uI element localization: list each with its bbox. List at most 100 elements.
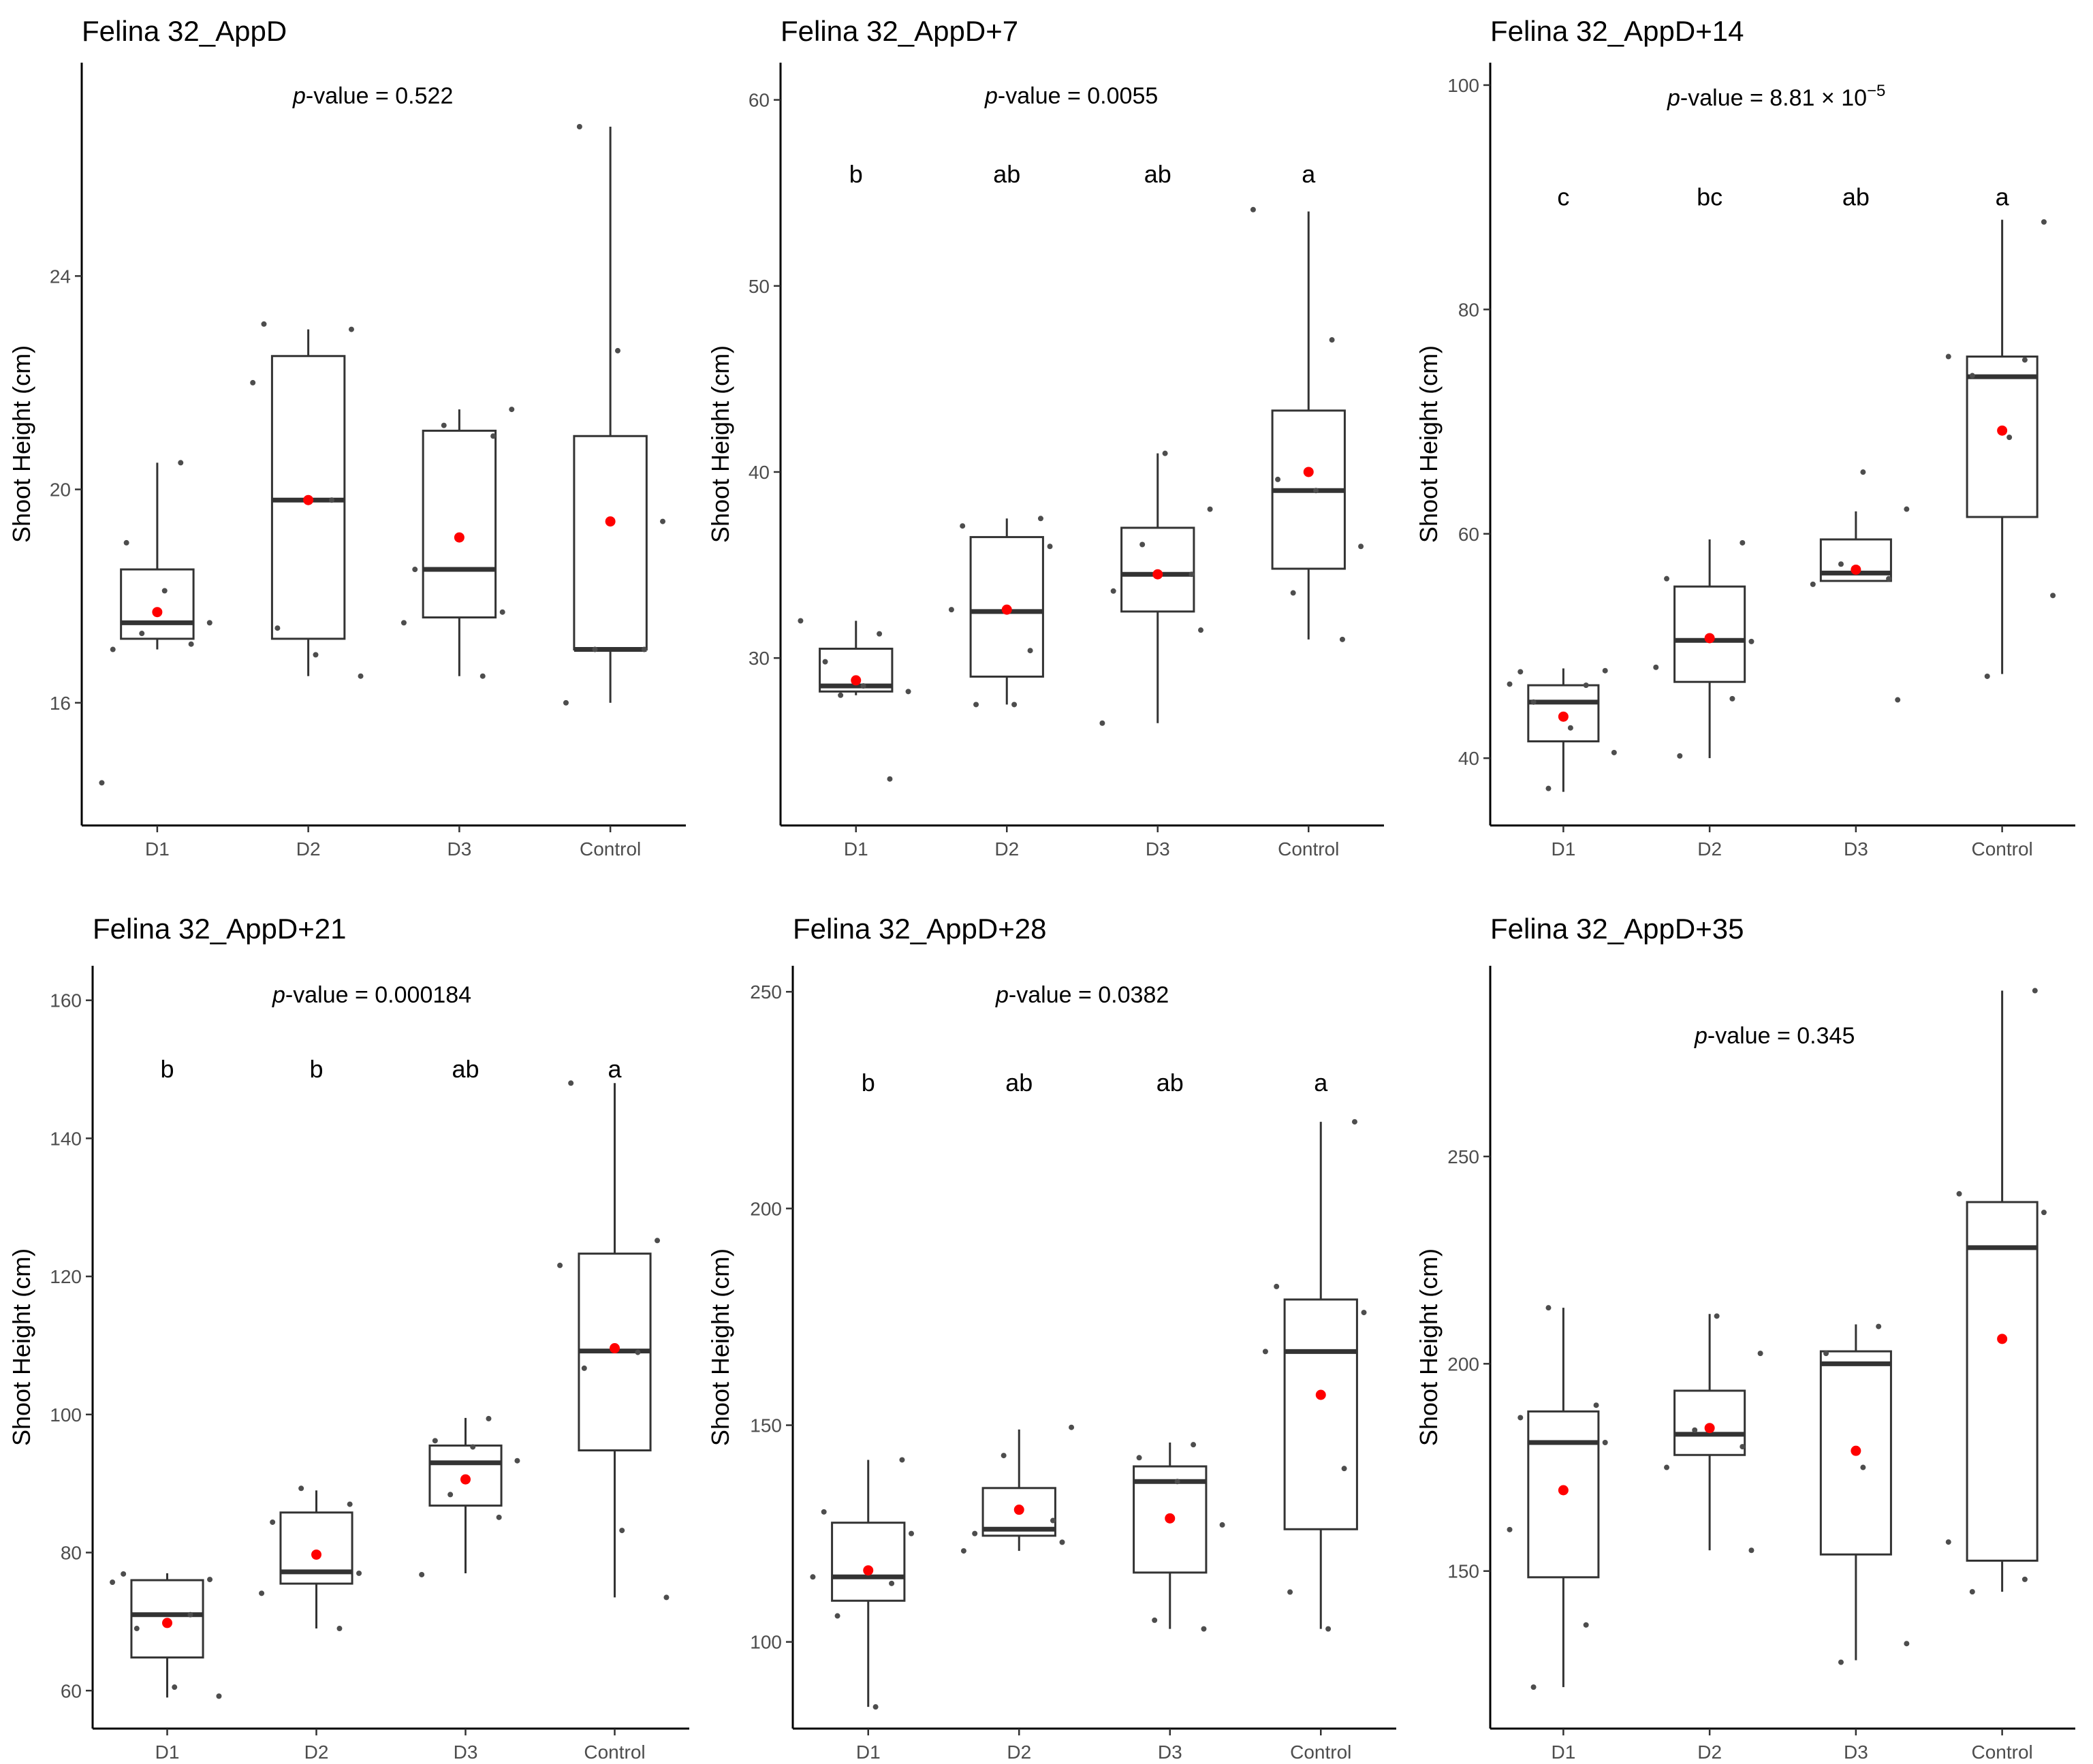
data-point <box>358 673 364 679</box>
data-point <box>133 1626 140 1632</box>
y-tick-label: 250 <box>1447 1146 1479 1167</box>
mean-point <box>1851 1445 1861 1456</box>
y-tick-label: 150 <box>750 1415 782 1436</box>
mean-point <box>1013 1505 1024 1515</box>
data-point <box>161 588 168 594</box>
data-point <box>581 1365 587 1371</box>
data-point <box>110 646 116 652</box>
data-point <box>576 123 582 129</box>
y-tick-label: 250 <box>750 981 782 1003</box>
data-point <box>250 379 256 385</box>
box-group-control: a <box>1262 1069 1367 1632</box>
box-group-d3: ab <box>419 1055 520 1577</box>
data-point <box>1136 1455 1142 1461</box>
data-point <box>496 1514 502 1520</box>
data-point <box>1139 541 1146 548</box>
y-tick-label: 100 <box>1447 75 1479 96</box>
data-point <box>1664 1464 1670 1470</box>
data-point <box>1757 1351 1763 1357</box>
y-tick-label: 60 <box>61 1680 82 1701</box>
data-point <box>2041 219 2047 225</box>
significance-letter: b <box>160 1055 174 1083</box>
data-point <box>948 607 954 613</box>
data-point <box>592 646 598 652</box>
box-group-control <box>1945 988 2047 1595</box>
data-point <box>1677 753 1683 759</box>
data-point <box>1860 469 1866 475</box>
mean-point <box>1303 467 1314 477</box>
data-point <box>557 1262 563 1268</box>
data-point <box>821 1509 827 1515</box>
box-iqr <box>120 568 195 640</box>
significance-letter: ab <box>1156 1069 1184 1097</box>
y-tick-label: 120 <box>50 1266 82 1287</box>
mean-point <box>1165 1513 1176 1524</box>
data-point <box>329 497 335 503</box>
data-point <box>2007 435 2013 441</box>
panel-2: Felina 32_AppD+7 p-value = 0.0055 Shoot He… <box>706 15 1384 860</box>
significance-letter: ab <box>452 1055 479 1083</box>
data-point <box>1069 1424 1075 1430</box>
p-value-label: p-value = 0.0382 <box>995 982 1169 1008</box>
data-point <box>1567 725 1573 731</box>
data-point <box>509 407 515 413</box>
panel-5: Felina 32_AppD+28 p-value = 0.0382 Shoot H… <box>706 913 1396 1763</box>
data-point <box>568 1080 574 1086</box>
x-tick-label: D2 <box>1007 1742 1031 1763</box>
panel-title: Felina 32_AppD+35 <box>1490 913 1744 945</box>
p-value-label: p-value = 0.522 <box>292 83 453 109</box>
data-point <box>1361 1310 1367 1316</box>
data-point <box>1653 664 1659 670</box>
mean-point <box>1704 1423 1715 1434</box>
data-point <box>1174 1479 1180 1485</box>
data-point <box>1313 488 1319 494</box>
data-point <box>1329 337 1335 343</box>
box-group-d2 <box>1664 1313 1763 1554</box>
data-point <box>1545 1305 1552 1311</box>
data-point <box>207 1577 213 1583</box>
data-point <box>2021 357 2028 363</box>
data-point <box>641 646 647 652</box>
x-tick-label: D3 <box>1158 1742 1182 1763</box>
data-point <box>313 652 319 658</box>
x-tick-label: D3 <box>1844 838 1868 860</box>
significance-letter: a <box>1302 160 1316 188</box>
data-point <box>1838 1659 1844 1665</box>
data-point <box>1740 1444 1746 1450</box>
data-point <box>635 1349 641 1355</box>
x-tick-label: D1 <box>145 838 170 860</box>
data-point <box>470 1444 476 1450</box>
box-group-d3: ab <box>1810 183 1910 703</box>
data-point <box>1611 749 1617 755</box>
data-point <box>1895 697 1901 703</box>
x-tick-label: D2 <box>304 1742 329 1763</box>
data-point <box>655 1238 661 1244</box>
y-tick-label: 200 <box>1447 1353 1479 1374</box>
data-point <box>1037 516 1043 522</box>
y-tick-label: 60 <box>1458 524 1479 545</box>
data-point <box>356 1570 362 1576</box>
data-point <box>1602 667 1608 674</box>
box-group-d2 <box>250 321 364 679</box>
y-axis-label: Shoot Height (cm) <box>1415 1248 1443 1446</box>
data-point <box>887 776 893 782</box>
data-point <box>1748 638 1754 644</box>
p-value-label: p-value = 0.345 <box>1694 1023 1855 1049</box>
data-point <box>432 1438 438 1444</box>
box-group-d1: b <box>810 1069 915 1710</box>
panel-title: Felina 32_AppD+21 <box>93 913 346 945</box>
data-point <box>514 1458 520 1464</box>
data-point <box>909 1530 915 1537</box>
data-point <box>1290 590 1296 596</box>
x-tick-label: Control <box>584 1742 645 1763</box>
significance-letter: ab <box>1842 183 1870 211</box>
data-point <box>1517 669 1524 675</box>
x-tick-label: D1 <box>1551 838 1575 860</box>
box-group-control: a <box>557 1055 670 1601</box>
box-group-control: a <box>1945 183 2056 679</box>
data-point <box>1162 450 1168 456</box>
data-point <box>499 609 505 615</box>
data-point <box>1969 373 1975 379</box>
y-tick-label: 40 <box>749 462 770 483</box>
x-tick-label: D2 <box>994 838 1019 860</box>
